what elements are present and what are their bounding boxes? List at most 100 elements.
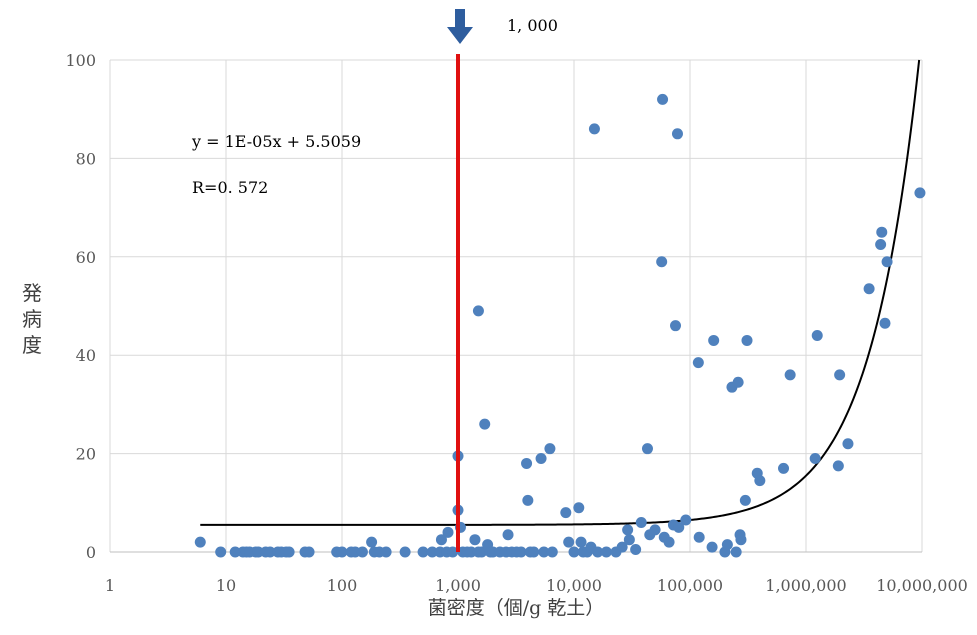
x-tick-label: 1,000 [435, 576, 481, 595]
data-point [649, 524, 661, 536]
data-point [366, 536, 378, 548]
data-point [469, 534, 481, 546]
data-point [732, 376, 744, 388]
data-point [739, 494, 751, 506]
data-point [680, 514, 692, 526]
y-tick-label: 20 [76, 445, 96, 464]
data-point [380, 546, 392, 558]
y-tick-label: 0 [86, 543, 96, 562]
data-point [881, 256, 893, 268]
data-point [442, 526, 454, 538]
x-tick-label: 1,000,000 [765, 576, 846, 595]
data-point [600, 546, 612, 558]
y-tick-label: 40 [76, 346, 96, 365]
x-tick-label: 10,000,000 [876, 576, 968, 595]
y-axis-label: 発病度 [22, 281, 42, 357]
data-point [876, 226, 888, 238]
grid [109, 59, 923, 553]
data-point [447, 546, 459, 558]
x-tick-label: 10 [216, 576, 236, 595]
data-point [863, 283, 875, 295]
data-point [784, 369, 796, 381]
data-point [663, 536, 675, 548]
data-point [778, 462, 790, 474]
y-tick-label: 80 [76, 149, 96, 168]
data-point [754, 475, 766, 487]
y-tick-label: 60 [76, 248, 96, 267]
data-point [575, 536, 587, 548]
data-point [194, 536, 206, 548]
data-point [811, 330, 823, 342]
data-point [721, 539, 733, 551]
data-point [563, 536, 575, 548]
data-point [264, 546, 276, 558]
x-axis-label: 菌密度（個/g 乾土） [428, 597, 605, 619]
data-point [283, 546, 295, 558]
data-point [588, 123, 600, 135]
data-point [303, 546, 315, 558]
data-point [616, 541, 628, 553]
data-point [730, 546, 742, 558]
trendline [200, 59, 921, 526]
data-point [635, 516, 647, 528]
data-point [592, 546, 604, 558]
down-arrow-icon [447, 9, 473, 44]
data-point [879, 317, 891, 329]
data-point [692, 357, 704, 369]
data-point [502, 529, 514, 541]
data-point [528, 546, 540, 558]
x-tick-label: 1 [105, 576, 115, 595]
data-point [560, 507, 572, 519]
data-point [875, 239, 887, 250]
data-point [832, 460, 844, 472]
data-point [741, 334, 753, 346]
data-point [417, 546, 429, 558]
data-point [544, 443, 556, 455]
data-point [229, 546, 241, 558]
x-tick-label: 100,000 [657, 576, 723, 595]
data-point [435, 534, 447, 546]
data-point [641, 443, 653, 455]
data-point [623, 534, 635, 546]
data-point [657, 93, 669, 105]
data-point [546, 546, 558, 558]
data-point [622, 524, 634, 536]
data-point [656, 256, 668, 268]
data-point [842, 438, 854, 450]
data-point [809, 453, 821, 465]
data-point [476, 546, 488, 558]
data-point [914, 187, 926, 199]
data-point [735, 534, 747, 546]
equation-annotation: y = 1E-05x + 5.5059 [191, 132, 361, 151]
data-point [356, 546, 368, 558]
data-point [472, 305, 484, 317]
data-point [834, 369, 846, 381]
data-point [521, 457, 533, 469]
data-point [538, 546, 550, 558]
tick-labels: 1 10 100 1,000 10,000 100,000 1,000,000 10,000,… [65, 51, 967, 595]
points-layer [194, 93, 926, 558]
data-point [706, 541, 718, 553]
x-tick-label: 10,000 [546, 576, 602, 595]
data-point [673, 521, 685, 533]
threshold-layer [447, 9, 473, 552]
data-point [708, 334, 720, 346]
data-point [630, 544, 642, 556]
r-value-annotation: R=0. 572 [192, 178, 268, 197]
threshold-label: 1, 000 [507, 16, 558, 35]
data-point [479, 418, 491, 430]
data-point [522, 494, 534, 506]
data-point [693, 531, 705, 543]
data-point [670, 320, 682, 332]
data-point [573, 502, 585, 514]
data-point [671, 128, 683, 140]
data-point [336, 546, 348, 558]
y-tick-label: 100 [65, 51, 96, 70]
data-point [568, 546, 580, 558]
data-point [515, 546, 527, 558]
data-point [399, 546, 411, 558]
data-point [215, 546, 227, 558]
x-tick-label: 100 [327, 576, 358, 595]
